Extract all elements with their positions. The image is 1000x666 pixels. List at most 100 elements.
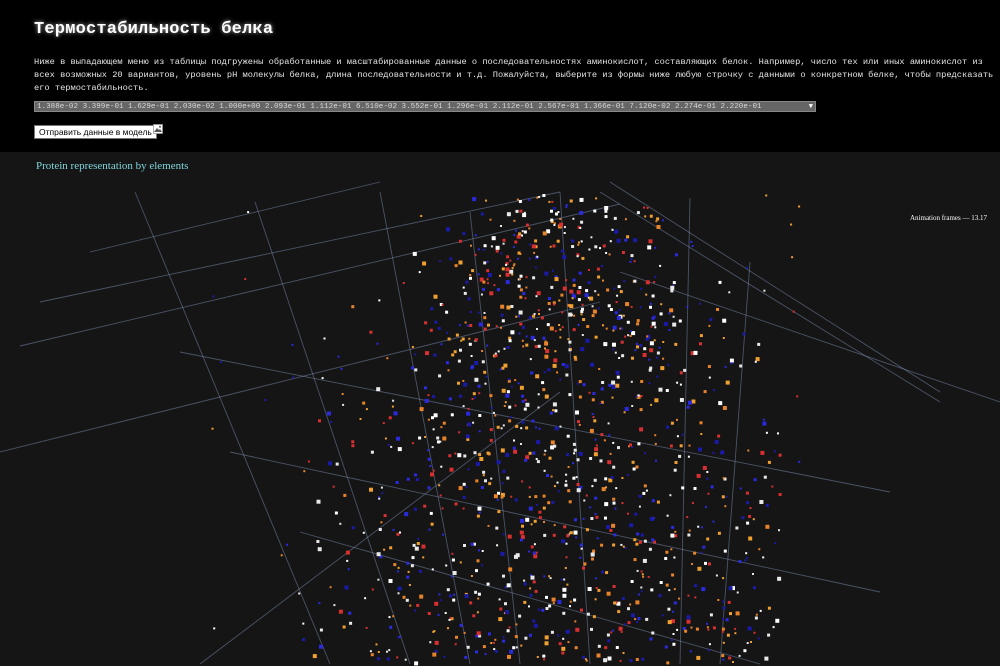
atom-point — [643, 484, 647, 488]
atom-point — [477, 506, 482, 511]
protein-row-select[interactable]: 1.388e-02 3.399e-01 1.629e-01 2.030e-02 … — [34, 101, 816, 112]
atom-point — [750, 641, 752, 643]
atom-point — [429, 511, 433, 515]
atom-point — [665, 583, 669, 587]
atom-point — [439, 440, 442, 443]
atom-point — [708, 376, 711, 379]
atom-point — [592, 309, 597, 314]
atom-point — [567, 466, 570, 468]
atom-point — [406, 477, 410, 481]
atom-point — [670, 639, 673, 641]
atom-point — [601, 265, 603, 267]
atom-point — [612, 585, 616, 588]
atom-point — [438, 484, 441, 487]
atom-point — [470, 542, 474, 546]
atom-point — [572, 476, 576, 480]
atom-point — [458, 431, 461, 434]
atom-point — [543, 371, 546, 374]
atom-point — [504, 586, 507, 589]
atom-point — [502, 574, 505, 578]
atom-point — [405, 598, 409, 602]
atom-point — [468, 342, 472, 346]
atom-point — [649, 348, 654, 353]
atom-point — [615, 487, 618, 490]
atom-point — [565, 204, 568, 206]
atom-point — [411, 366, 414, 370]
atom-point — [467, 297, 471, 301]
atom-point — [536, 656, 539, 658]
atom-point — [396, 656, 399, 659]
atom-point — [666, 425, 669, 429]
image-icon[interactable] — [153, 124, 163, 134]
atom-point — [660, 303, 663, 306]
atom-point — [424, 386, 427, 390]
atom-point — [351, 305, 355, 309]
atom-point — [613, 601, 617, 605]
atom-point — [574, 646, 578, 650]
atom-point — [614, 229, 619, 234]
atom-point — [528, 486, 531, 489]
atom-point — [316, 499, 321, 504]
atom-point — [378, 497, 381, 500]
atom-point — [383, 548, 386, 551]
atom-point — [534, 495, 538, 499]
atom-point — [565, 542, 568, 545]
atom-point — [345, 550, 350, 555]
3d-viewport[interactable]: Protein representation by elements Anima… — [0, 152, 1000, 666]
atom-point — [339, 522, 342, 525]
atom-point — [564, 567, 567, 569]
atom-point — [735, 526, 739, 530]
atom-point — [606, 288, 610, 292]
atom-point — [708, 324, 711, 327]
atom-point — [365, 626, 368, 629]
atom-point — [550, 285, 554, 289]
atom-point — [327, 411, 331, 416]
atom-point — [777, 432, 779, 435]
atom-point — [559, 378, 562, 381]
atom-point — [547, 297, 551, 300]
atom-point — [544, 394, 549, 399]
atom-point — [654, 442, 657, 445]
atom-point — [739, 364, 743, 368]
atom-point — [519, 288, 523, 292]
atom-point — [582, 383, 586, 387]
atom-point — [446, 588, 450, 592]
atom-point — [510, 495, 513, 498]
atom-point — [411, 442, 414, 445]
atom-point — [696, 655, 701, 660]
atom-point — [494, 352, 497, 355]
atom-point — [347, 568, 350, 571]
atom-point — [486, 278, 489, 281]
atom-point — [505, 453, 510, 457]
protein-3d-scene[interactable] — [0, 152, 1000, 666]
atom-point — [418, 436, 422, 440]
atom-point — [620, 630, 623, 633]
atom-point — [479, 457, 484, 461]
atom-point — [591, 305, 594, 308]
atom-point — [580, 608, 583, 612]
atom-point — [494, 638, 497, 641]
chevron-down-icon[interactable]: ▼ — [808, 103, 813, 111]
atom-point — [651, 294, 655, 298]
atom-point — [600, 433, 604, 437]
atom-point — [653, 339, 656, 342]
atom-point — [622, 652, 625, 654]
atom-point — [480, 212, 484, 216]
atom-point — [612, 342, 616, 347]
atom-point — [576, 290, 581, 295]
atom-point — [699, 302, 701, 305]
atom-point — [559, 425, 562, 428]
atom-point — [654, 434, 657, 437]
atom-point — [622, 314, 625, 317]
atom-point — [678, 454, 682, 458]
atom-point — [470, 575, 473, 577]
submit-button[interactable]: Отправить данные в модель — [34, 125, 157, 139]
atom-point — [334, 511, 338, 515]
atom-point — [548, 308, 551, 311]
atom-point — [713, 389, 716, 392]
atom-point — [566, 534, 570, 538]
atom-point — [798, 205, 801, 208]
atom-point — [244, 278, 247, 281]
atom-point — [709, 613, 713, 617]
atom-point — [686, 516, 689, 519]
